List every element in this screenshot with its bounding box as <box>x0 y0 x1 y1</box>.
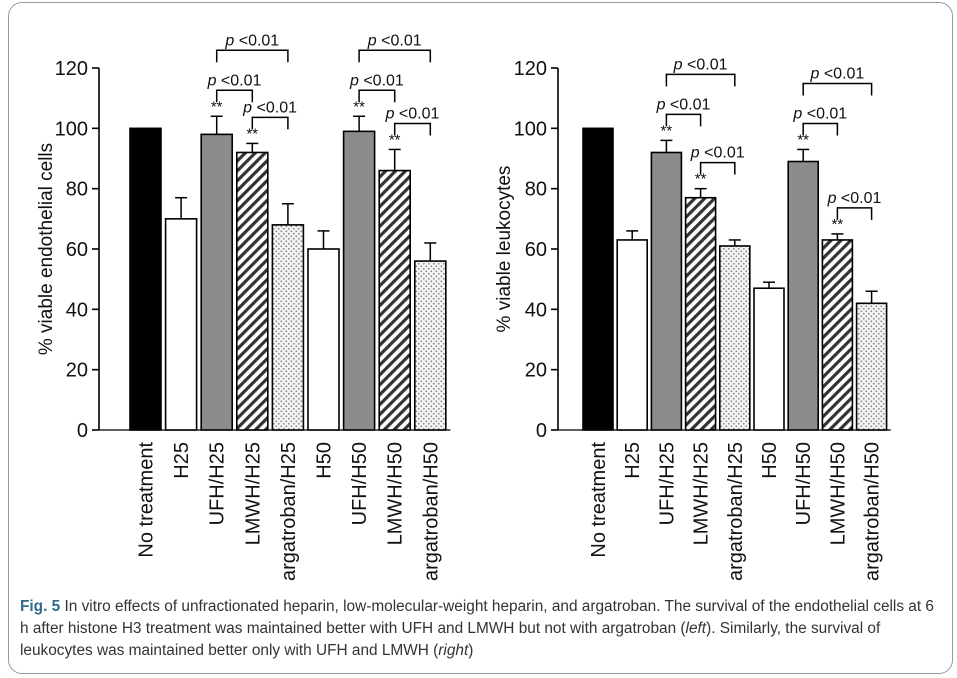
y-axis-label: % viable leukocytes <box>494 166 515 333</box>
x-tick-label: No treatment <box>136 442 158 558</box>
p-value-label: p <0.01 <box>673 56 728 73</box>
bar-9 <box>855 302 888 431</box>
caption-figure-label: Fig. 5 <box>20 598 61 615</box>
p-value-label: p <0.01 <box>690 145 745 162</box>
p-value-label: p <0.01 <box>242 99 297 116</box>
y-tick-label: 40 <box>525 299 547 321</box>
y-tick-label: 80 <box>66 179 88 201</box>
p-value-label: p <0.01 <box>349 72 404 89</box>
y-tick-label: 20 <box>525 360 547 382</box>
figure-charts: 0 20 40 60 80 100 120 % viable endothelial cell… <box>36 32 891 581</box>
figure-frame <box>8 2 953 674</box>
x-tick-label: No treatment <box>588 442 610 558</box>
x-tick-label: H25 <box>622 442 644 479</box>
significance-bracket <box>358 49 432 63</box>
x-tick-label: UFH/H50 <box>349 442 371 525</box>
bar-6 <box>753 287 785 431</box>
significance-bracket <box>802 82 873 96</box>
x-tick-label: argatroban/H50 <box>862 442 884 581</box>
bar-6 <box>307 248 340 431</box>
x-tick-label: UFH/H50 <box>793 442 815 525</box>
bar-2 <box>164 218 198 431</box>
bar-1 <box>129 127 162 431</box>
x-tick-label: H25 <box>171 442 193 479</box>
significance-bracket <box>665 73 736 87</box>
y-tick-label: 0 <box>536 420 547 442</box>
bar-5 <box>718 245 751 431</box>
x-tick-label: H50 <box>314 442 336 479</box>
bar-4 <box>684 196 717 431</box>
caption-text-part-1: In vitro effects of unfractionated hepar… <box>20 598 934 637</box>
x-tick-label: UFH/H25 <box>207 442 229 525</box>
significance-marker: ** <box>832 216 844 233</box>
p-value-label: p <0.01 <box>792 105 847 122</box>
significance-marker: ** <box>661 122 673 139</box>
bar-2 <box>616 239 649 431</box>
p-value-label: p <0.01 <box>809 65 864 82</box>
y-tick-label: 80 <box>525 179 547 201</box>
bar-9 <box>413 260 447 431</box>
significance-marker: ** <box>695 171 707 188</box>
x-tick-label: argatroban/H50 <box>420 442 442 581</box>
bar-8 <box>821 239 854 431</box>
caption-right-ref: right <box>438 642 469 659</box>
bar-5 <box>271 224 305 431</box>
y-tick-label: 60 <box>525 239 547 261</box>
significance-bracket <box>699 161 736 175</box>
x-tick-label: argatroban/H25 <box>278 442 300 581</box>
significance-bracket <box>802 122 839 136</box>
y-tick-label: 100 <box>514 118 547 140</box>
figure-caption: Fig. 5 In vitro effects of unfractionate… <box>20 596 945 662</box>
p-value-label: p <0.01 <box>367 32 422 49</box>
significance-bracket <box>215 89 254 103</box>
p-value-label: p <0.01 <box>224 32 279 49</box>
significance-bracket <box>215 49 289 63</box>
significance-bracket <box>665 113 702 127</box>
y-tick-label: 40 <box>66 299 88 321</box>
bar-7 <box>342 130 376 431</box>
significance-marker: ** <box>389 131 401 148</box>
caption-left-ref: left <box>685 620 707 637</box>
x-tick-label: LMWH/H25 <box>691 442 713 545</box>
bar-3 <box>650 151 683 431</box>
left-chart-endothelial: 0 20 40 60 80 100 120 % viable endothelial cell… <box>36 32 451 581</box>
y-tick-label: 0 <box>77 420 88 442</box>
x-tick-label: argatroban/H25 <box>725 442 747 581</box>
significance-bracket <box>251 116 289 130</box>
p-value-label: p <0.01 <box>207 72 262 89</box>
significance-marker: ** <box>211 98 223 115</box>
p-value-label: p <0.01 <box>385 105 440 122</box>
x-tick-label: LMWH/H50 <box>827 442 849 545</box>
y-tick-label: 20 <box>66 360 88 382</box>
significance-marker: ** <box>797 131 809 148</box>
x-tick-label: H50 <box>759 442 781 479</box>
y-axis-label: % viable endothelial cells <box>36 143 57 355</box>
bar-1 <box>582 127 614 431</box>
y-tick-label: 100 <box>55 118 88 140</box>
y-tick-label: 120 <box>514 58 547 80</box>
significance-bracket <box>358 89 396 103</box>
bar-3 <box>200 133 233 431</box>
p-value-label: p <0.01 <box>656 96 711 113</box>
significance-bracket <box>393 122 432 136</box>
p-value-label: p <0.01 <box>827 190 882 207</box>
x-tick-label: LMWH/H50 <box>385 442 407 545</box>
x-tick-label: UFH/H25 <box>656 442 678 525</box>
x-tick-label: LMWH/H25 <box>242 442 264 545</box>
significance-bracket <box>836 207 873 220</box>
bar-4 <box>236 151 269 431</box>
caption-text-part-2: ). Similarly, the survival of leukocytes… <box>20 620 881 659</box>
right-chart-leukocytes: 0 20 40 60 80 100 120 % viable leukocytes No tre… <box>494 56 891 581</box>
bar-8 <box>378 169 412 431</box>
bar-7 <box>787 160 820 431</box>
y-tick-label: 60 <box>66 239 88 261</box>
significance-marker: ** <box>246 125 258 142</box>
caption-text-part-3: ) <box>468 642 474 659</box>
significance-marker: ** <box>353 98 365 115</box>
y-tick-label: 120 <box>55 58 88 80</box>
